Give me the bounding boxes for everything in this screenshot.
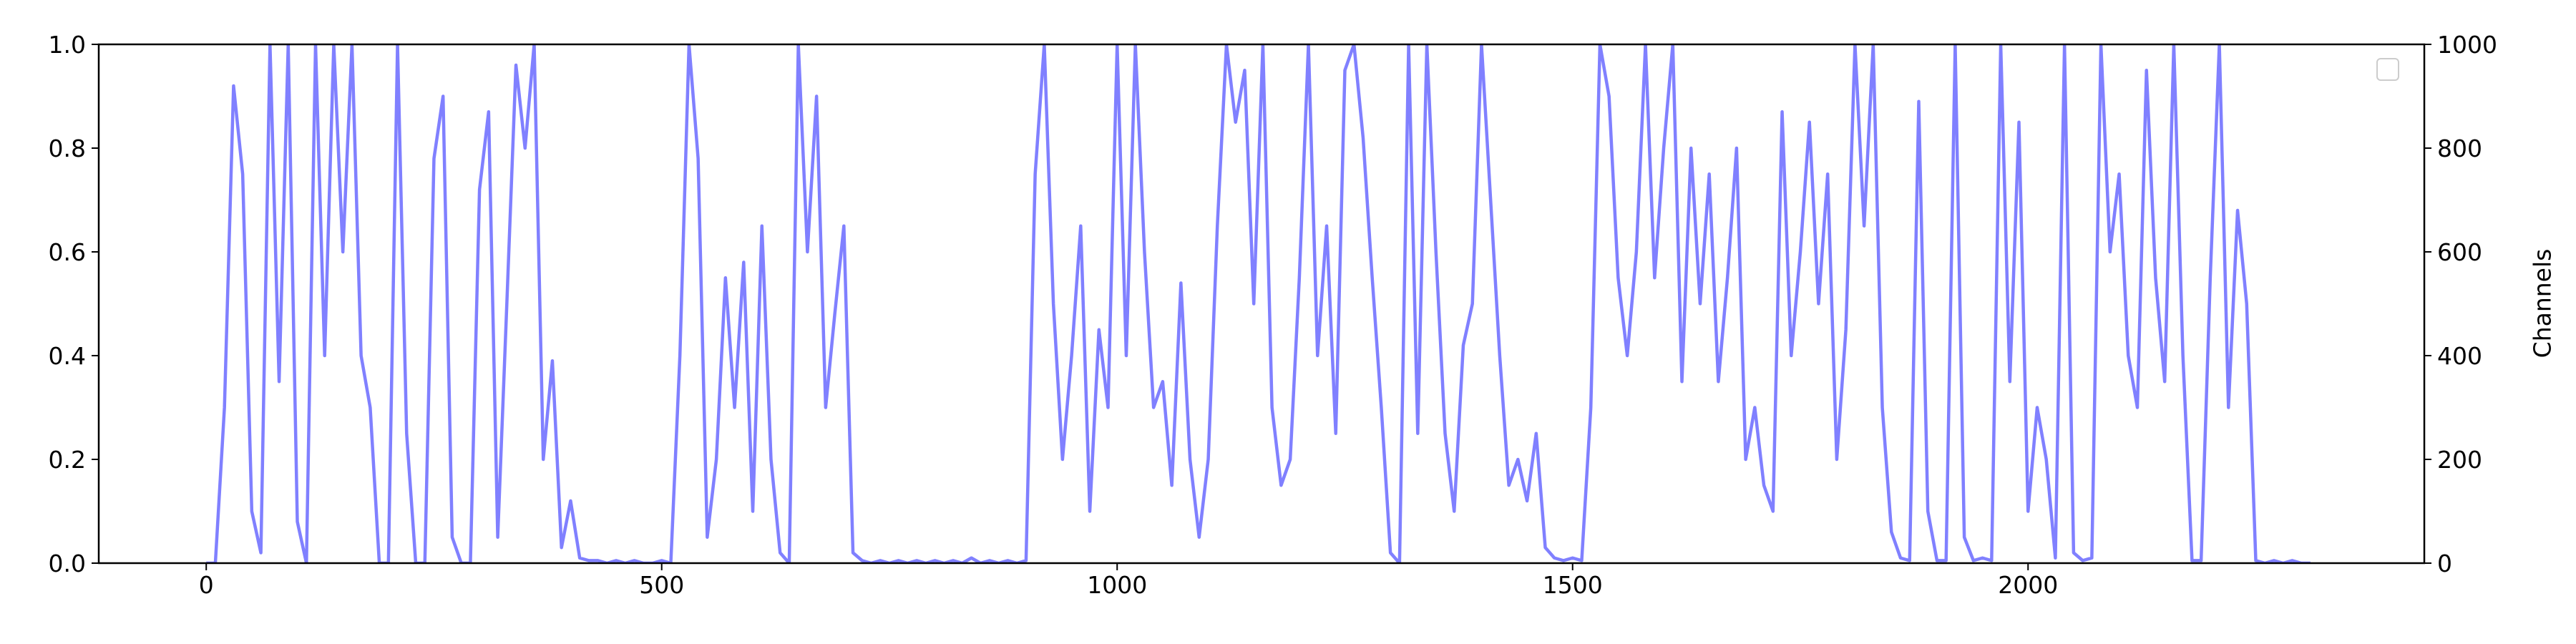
y-tick-label: 0.0 — [49, 550, 86, 577]
x-tick-label: 2000 — [1998, 571, 2058, 599]
x-tick-label: 1000 — [1087, 571, 1147, 599]
y2-tick-label: 400 — [2437, 342, 2482, 370]
y-tick-label: 0.2 — [49, 446, 86, 474]
legend-box — [2376, 58, 2399, 81]
y2-tick-label: 600 — [2437, 238, 2482, 266]
y2-axis-label: Channels — [2529, 249, 2557, 358]
y-tick-label: 0.8 — [49, 135, 86, 162]
y2-tick-label: 200 — [2437, 446, 2482, 474]
x-tick-label: 0 — [199, 571, 214, 599]
y2-tick-label: 800 — [2437, 135, 2482, 162]
y-tick-label: 0.6 — [49, 238, 86, 266]
series-line — [206, 44, 2311, 563]
plot-area — [206, 44, 2311, 563]
x-tick-label: 500 — [639, 571, 684, 599]
y-tick-label: 1.0 — [49, 31, 86, 59]
y2-tick-label: 1000 — [2437, 31, 2497, 59]
y-tick-label: 0.4 — [49, 342, 86, 370]
y2-tick-label: 0 — [2437, 550, 2452, 577]
axes-frame — [97, 43, 2426, 565]
x-tick-label: 1500 — [1543, 571, 1603, 599]
